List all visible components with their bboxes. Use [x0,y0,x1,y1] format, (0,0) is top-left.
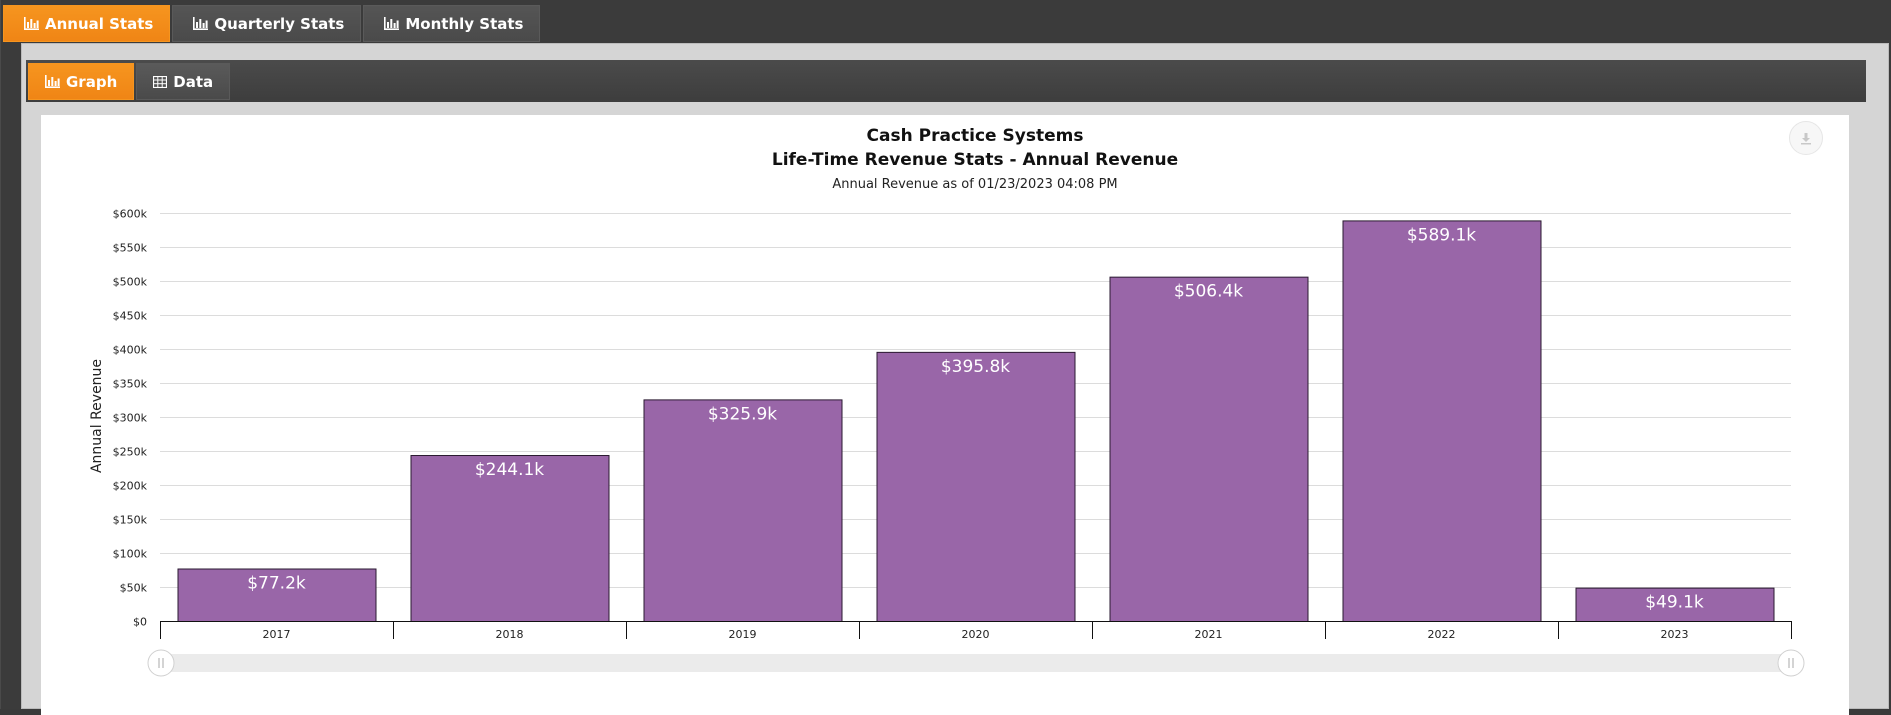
y-tick-label: $600k [113,208,148,221]
bar-chart-icon [45,75,60,88]
bar[interactable] [876,351,1076,622]
y-tick-label: $150k [113,514,148,527]
navigator-right-handle[interactable] [1777,649,1805,677]
y-axis: $0 $50k $100k $150k $200k $250k $300k $350k $400… [113,208,148,629]
tab-label: Graph [66,72,118,91]
y-tick-label: $50k [120,582,148,595]
tab-quarterly-stats[interactable]: Quarterly Stats [172,5,362,42]
bar-chart-icon [24,17,39,30]
bar-data-label: $506.4k [1174,282,1243,302]
x-axis: 2017 2018 2019 2020 2021 2022 2023 [160,621,1792,641]
y-tick-label: $250k [113,446,148,459]
bar[interactable] [177,568,377,623]
y-tick-label: $400k [113,344,148,357]
bar-data-label: $244.1k [475,460,544,480]
bar[interactable] [1342,220,1542,623]
x-tick-label: 2017 [263,628,291,641]
y-tick-label: $0 [133,616,147,629]
x-tick-label: 2018 [496,628,524,641]
bar[interactable] [410,455,610,622]
tab-label: Data [173,72,214,91]
bar-data-label: $589.1k [1407,225,1476,245]
y-tick-label: $550k [113,242,148,255]
navigator-track[interactable] [161,654,1791,672]
y-tick-label: $450k [113,310,148,323]
tab-graph[interactable]: Graph [28,63,135,100]
y-tick-label: $200k [113,480,148,493]
y-tick-label: $100k [113,548,148,561]
download-button[interactable] [1789,121,1823,155]
bar-chart-icon [384,17,400,30]
y-tick-label: $350k [113,378,148,391]
chart-title: Cash Practice Systems [867,126,1084,146]
bars: $77.2k $244.1k $325.9k $395.8k $506.4k $589.1… [177,220,1775,623]
stats-tabs: Annual Stats Quarterly Stats Mon [3,5,542,43]
view-toolbar [26,60,1866,102]
tab-data[interactable]: Data [136,63,231,100]
chart-subtitle-main: Life-Time Revenue Stats - Annual Revenue [772,150,1178,170]
bar-data-label: $77.2k [247,574,306,594]
tab-label: Monthly Stats [405,14,524,33]
view-tabs: Graph Data [28,63,232,100]
bar[interactable] [643,399,843,622]
tab-annual-stats[interactable]: Annual Stats [3,5,171,42]
bar-data-label: $325.9k [708,404,777,424]
chart-subtitle: Annual Revenue as of 01/23/2023 04:08 PM [832,177,1117,192]
bar-data-label: $49.1k [1645,593,1704,613]
download-icon [1801,133,1811,145]
bar[interactable] [1109,276,1309,622]
tab-label: Annual Stats [45,14,154,33]
bar-data-label: $395.8k [941,357,1010,377]
table-icon [153,75,168,88]
x-tick-label: 2023 [1661,628,1689,641]
y-tick-label: $300k [113,412,148,425]
tab-label: Quarterly Stats [214,14,345,33]
tab-monthly-stats[interactable]: Monthly Stats [363,5,541,42]
bar[interactable] [1575,587,1775,622]
range-navigator [147,649,1805,677]
navigator-left-handle[interactable] [147,649,175,677]
y-axis-label: Annual Revenue [89,359,105,473]
x-tick-label: 2021 [1195,628,1223,641]
x-tick-label: 2019 [729,628,757,641]
y-tick-label: $500k [113,276,148,289]
x-tick-label: 2022 [1428,628,1456,641]
x-tick-label: 2020 [962,628,990,641]
bar-chart-icon [193,17,209,30]
